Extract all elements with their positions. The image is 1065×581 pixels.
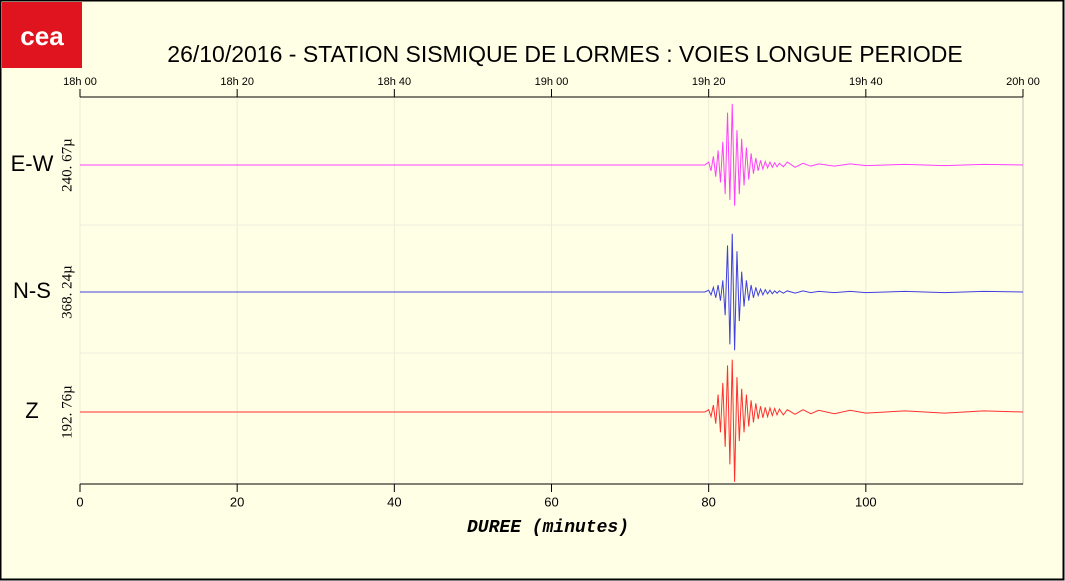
x-tick-label: 20: [230, 494, 244, 509]
scale-label: 368. 24µ: [59, 265, 75, 319]
x-tick-label: 100: [855, 494, 877, 509]
x2-tick-label: 18h 00: [63, 76, 97, 88]
x2-tick-label: 18h 20: [220, 76, 254, 88]
series-name: Z: [25, 398, 38, 423]
x2-tick-label: 18h 40: [378, 76, 412, 88]
x2-tick-label: 19h 20: [692, 76, 726, 88]
logo-text: cea: [20, 21, 64, 51]
scale-label: 240. 67µ: [59, 138, 75, 192]
trace: [80, 103, 1024, 206]
x2-tick-label: 19h 00: [535, 76, 569, 88]
x2-tick-label: 20h 00: [1006, 76, 1040, 88]
trace: [80, 359, 1024, 482]
x-tick-label: 60: [544, 494, 558, 509]
trace: [80, 233, 1024, 351]
series-name: E-W: [11, 151, 54, 176]
x-tick-label: 40: [387, 494, 401, 509]
x-tick-label: 80: [701, 494, 715, 509]
chart-title: 26/10/2016 - STATION SISMIQUE DE LORMES …: [167, 41, 962, 67]
x-tick-label: 0: [76, 494, 83, 509]
x2-tick-label: 19h 40: [849, 76, 883, 88]
series-name: N-S: [13, 278, 51, 303]
scale-label: 192. 76µ: [59, 385, 75, 439]
logo-box: [2, 2, 82, 68]
x-axis-label: DUREE (minutes): [467, 518, 629, 538]
